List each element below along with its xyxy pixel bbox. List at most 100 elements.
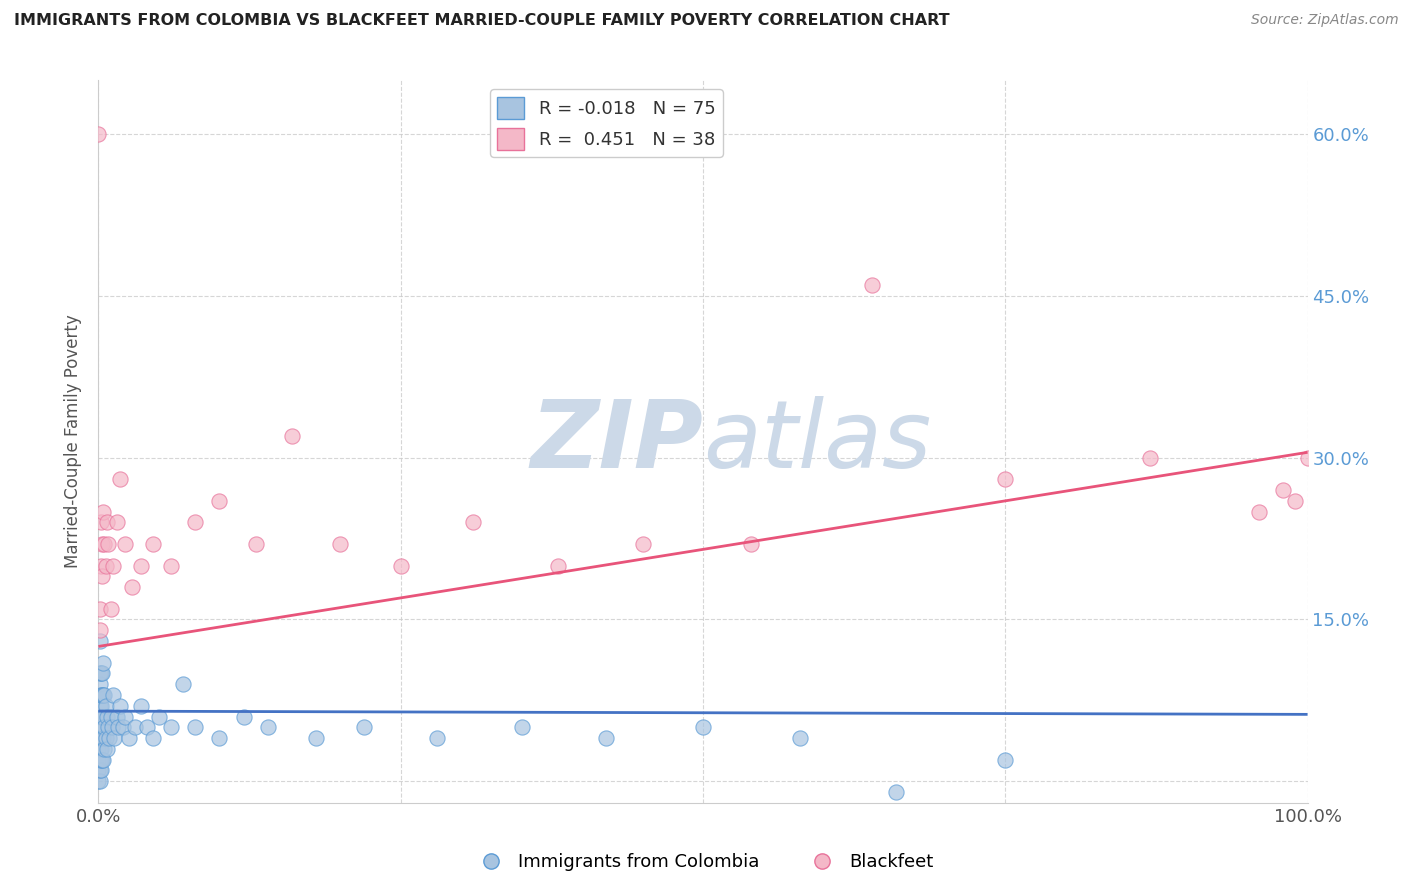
- Point: [1272, 483, 1295, 497]
- Point: [94, 731, 117, 745]
- Point: [1249, 505, 1271, 519]
- Point: [329, 537, 352, 551]
- Point: [129, 558, 152, 573]
- Point: [107, 720, 129, 734]
- Point: [692, 720, 714, 734]
- Point: [108, 472, 131, 486]
- Point: [118, 731, 141, 745]
- Point: [87, 127, 110, 141]
- Point: [142, 731, 165, 745]
- Point: [129, 698, 152, 713]
- Point: [96, 742, 118, 756]
- Point: [90, 558, 112, 573]
- Point: [87, 753, 110, 767]
- Point: [208, 493, 231, 508]
- Point: [740, 537, 762, 551]
- Point: [121, 580, 143, 594]
- Text: Source: ZipAtlas.com: Source: ZipAtlas.com: [1251, 13, 1399, 28]
- Point: [89, 634, 111, 648]
- Point: [91, 666, 114, 681]
- Point: [184, 720, 207, 734]
- Point: [94, 698, 117, 713]
- Point: [87, 774, 110, 789]
- Point: [789, 731, 811, 745]
- Point: [91, 569, 114, 583]
- Point: [994, 753, 1017, 767]
- Point: [89, 698, 111, 713]
- Point: [89, 774, 111, 789]
- Point: [172, 677, 194, 691]
- Point: [91, 688, 114, 702]
- Point: [184, 516, 207, 530]
- Point: [101, 688, 124, 702]
- Point: [160, 558, 183, 573]
- Point: [994, 472, 1017, 486]
- Point: [90, 709, 112, 723]
- Point: [90, 516, 112, 530]
- Point: [463, 516, 485, 530]
- Legend: R = -0.018   N = 75, R =  0.451   N = 38: R = -0.018 N = 75, R = 0.451 N = 38: [489, 89, 723, 157]
- Point: [91, 688, 114, 702]
- Point: [91, 709, 114, 723]
- Point: [256, 720, 278, 734]
- Point: [90, 731, 112, 745]
- Point: [89, 677, 111, 691]
- Text: atlas: atlas: [703, 396, 931, 487]
- Point: [103, 731, 125, 745]
- Point: [353, 720, 375, 734]
- Point: [89, 688, 111, 702]
- Point: [90, 666, 112, 681]
- Point: [1139, 450, 1161, 465]
- Point: [97, 720, 120, 734]
- Point: [91, 505, 114, 519]
- Point: [93, 688, 115, 702]
- Point: [510, 720, 533, 734]
- Point: [91, 537, 114, 551]
- Point: [547, 558, 569, 573]
- Point: [89, 624, 111, 638]
- Point: [124, 720, 146, 734]
- Point: [114, 709, 136, 723]
- Point: [93, 742, 115, 756]
- Point: [90, 720, 112, 734]
- Point: [91, 720, 114, 734]
- Point: [91, 753, 114, 767]
- Point: [89, 764, 111, 778]
- Point: [93, 537, 115, 551]
- Point: [245, 537, 267, 551]
- Point: [98, 731, 121, 745]
- Point: [91, 656, 114, 670]
- Point: [89, 720, 111, 734]
- Point: [89, 601, 111, 615]
- Point: [105, 516, 128, 530]
- Point: [631, 537, 654, 551]
- Point: [90, 753, 112, 767]
- Point: [101, 558, 124, 573]
- Point: [426, 731, 449, 745]
- Point: [91, 753, 114, 767]
- Point: [96, 516, 118, 530]
- Legend: Immigrants from Colombia, Blackfeet: Immigrants from Colombia, Blackfeet: [465, 847, 941, 879]
- Point: [90, 764, 112, 778]
- Point: [1284, 493, 1306, 508]
- Point: [142, 537, 165, 551]
- Point: [87, 764, 110, 778]
- Point: [87, 731, 110, 745]
- Text: ZIP: ZIP: [530, 395, 703, 488]
- Point: [93, 720, 115, 734]
- Point: [160, 720, 183, 734]
- Point: [886, 785, 908, 799]
- Point: [1296, 450, 1319, 465]
- Y-axis label: Married-Couple Family Poverty: Married-Couple Family Poverty: [65, 315, 83, 568]
- Point: [305, 731, 328, 745]
- Point: [100, 709, 122, 723]
- Point: [108, 698, 131, 713]
- Point: [389, 558, 412, 573]
- Point: [90, 742, 112, 756]
- Point: [114, 537, 136, 551]
- Point: [97, 537, 120, 551]
- Point: [90, 698, 112, 713]
- Point: [281, 429, 304, 443]
- Point: [89, 709, 111, 723]
- Point: [87, 742, 110, 756]
